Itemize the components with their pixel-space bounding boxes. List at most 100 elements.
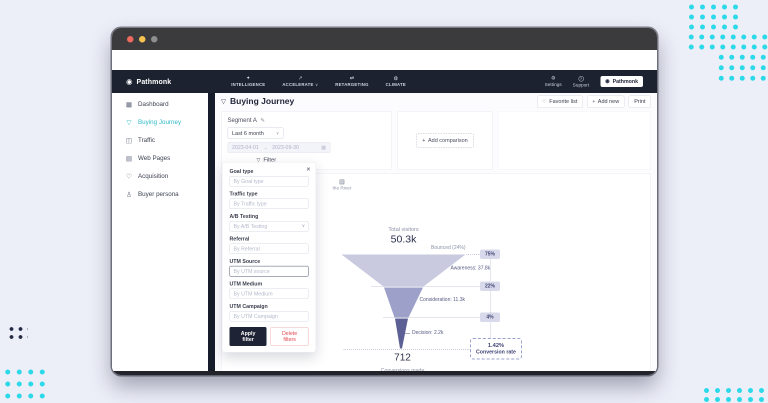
nav-item-label: CLIMATE [385,82,406,87]
filter-field-label: UTM Source [229,258,261,265]
print-label: Print [634,98,646,105]
nav-item-label: INTELLIGENCE [231,82,266,87]
pathmonk-logo-icon: ◉ [605,78,610,84]
brand-name: Pathmonk [136,77,172,86]
conversion-rate-value: 1.42% [487,342,505,349]
total-visitors-value: 50.3k [390,233,417,246]
goal-type-input[interactable] [229,176,309,187]
dotted-line [490,259,491,339]
consideration-label: Consideration: 11.3k [419,297,465,303]
close-window-button[interactable] [127,35,134,43]
filter-field-label: Traffic type [229,191,258,197]
utm-campaign-input[interactable] [229,311,309,322]
river-view-toggle[interactable]: ▥ the River [325,179,360,192]
nav-item-intelligence[interactable]: ✦ INTELLIGENCE [231,76,265,87]
funnel-stage-awareness [341,254,466,287]
sidebar: ▦ Dashboard ▽ Buying Journey ◫ Traffic ▤… [112,93,208,375]
globe-icon: ◍ [393,75,398,81]
settings-button[interactable]: ⚙ Settings [545,76,562,87]
percentage-badge: 75% [480,249,500,259]
trend-up-icon: ↗ [298,75,303,81]
nav-item-accelerate[interactable]: ↗ ACCELERATE ∨ [282,76,318,87]
total-visitors-label: Total visitors [388,226,419,233]
utm-medium-input[interactable] [229,288,309,299]
date-from: 2023-04-01 [232,144,259,151]
filter-field-label: A/B Testing [229,213,259,220]
browser-window: ◉ Pathmonk ✦ INTELLIGENCE ↗ ACCELERATE ∨ … [112,28,657,375]
conversions-value: 712 [394,352,411,363]
plus-icon: + [592,98,596,105]
heart-icon: ♡ [126,172,132,180]
utm-source-input[interactable] [229,266,309,277]
edit-pencil-icon[interactable]: ✎ [260,117,265,124]
period-dropdown[interactable]: Last 6 month ∨ [227,127,284,139]
period-value: Last 6 month [232,130,264,137]
traffic-type-input[interactable] [229,198,309,209]
apply-filter-button[interactable]: Apply filter [229,327,267,346]
funnel-icon: ▽ [126,118,132,126]
print-button[interactable]: Print [628,95,651,108]
person-icon: ♙ [126,190,132,198]
close-icon[interactable]: × [306,165,311,173]
support-button[interactable]: ? Support [572,75,590,88]
sidebar-divider [208,93,215,375]
nav-item-climate[interactable]: ◍ CLIMATE [386,76,406,87]
favorite-list-button[interactable]: ♡ Favorite list [536,95,583,108]
cyan-dot-grid [686,2,742,33]
grid-icon: ▦ [125,100,133,108]
sidebar-item-traffic[interactable]: ◫ Traffic [112,131,208,149]
swap-icon: ⇄ [349,75,355,81]
support-label: Support [572,82,590,88]
sidebar-item-acquisition[interactable]: ♡ Acquisition [112,167,208,185]
page-title: Buying Journey [230,96,295,107]
sparkle-icon: ✦ [246,75,251,81]
add-new-button[interactable]: + Add new [586,95,625,108]
zoom-window-button[interactable] [151,35,158,43]
app-navbar: ◉ Pathmonk ✦ INTELLIGENCE ↗ ACCELERATE ∨ … [112,70,657,93]
add-comparison-button[interactable]: + Add comparison [415,133,475,148]
nav-right: ⚙ Settings ? Support ◉ Pathmonk [545,75,643,88]
favorite-list-label: Favorite list [549,98,578,105]
sidebar-item-label: Buying Journey [138,118,182,126]
segment-cards-row: Segment A ✎ Last 6 month ∨ 2023-04-01 → … [221,111,651,170]
nav-item-retargeting[interactable]: ⇄ RETARGETING [335,76,368,87]
comparison-card: + Add comparison [397,111,493,170]
filter-button[interactable]: ▽ Filter [257,157,277,163]
filter-field-label: UTM Medium [229,281,263,287]
nav-menu: ✦ INTELLIGENCE ↗ ACCELERATE ∨ ⇄ RETARGETI… [231,76,406,87]
funnel-icon: ▽ [256,157,261,163]
conversion-rate-label: Conversion rate [476,349,516,355]
dotted-line [371,286,481,287]
add-comparison-label: Add comparison [427,137,468,144]
heart-icon: ♡ [542,98,547,105]
sidebar-item-label: Web Pages [138,154,171,162]
delete-filters-button[interactable]: Delete filters [270,327,309,346]
filter-field-label: Goal type [229,168,254,175]
river-chart-icon: ▥ [339,178,345,185]
add-new-label: Add new [597,98,620,105]
referral-input[interactable] [229,243,309,254]
leader-line [402,333,410,334]
browser-chrome-band [112,50,657,70]
gear-icon: ⚙ [551,75,556,81]
sidebar-item-web-pages[interactable]: ▤ Web Pages [112,149,208,167]
conversions-label: Conversions made [372,368,434,374]
chevron-down-icon: ∨ [315,82,319,87]
date-range-field[interactable]: 2023-04-01 → 2023-09-30 ▦ [227,142,331,153]
sidebar-item-label: Acquisition [138,172,169,180]
sidebar-item-buying-journey[interactable]: ▽ Buying Journey [112,113,208,131]
account-button[interactable]: ◉ Pathmonk [600,76,643,87]
conversion-rate-box: 1.42% Conversion rate [470,338,522,360]
sidebar-item-dashboard[interactable]: ▦ Dashboard [112,95,208,113]
bounced-label: Bounced (24%) [431,245,466,251]
ab-testing-select[interactable] [229,221,309,232]
cyan-dot-grid [716,52,768,83]
minimize-window-button[interactable] [139,35,146,43]
funnel-icon: ▽ [221,97,226,106]
window-bottom-edge [112,371,657,375]
sidebar-item-label: Dashboard [138,100,169,108]
cyan-dot-grid [2,366,48,402]
sidebar-item-buyer-persona[interactable]: ♙ Buyer persona [112,185,208,203]
date-to: 2023-09-30 [272,144,299,151]
main-content: ▽ Buying Journey ♡ Favorite list + Add n… [215,93,657,375]
